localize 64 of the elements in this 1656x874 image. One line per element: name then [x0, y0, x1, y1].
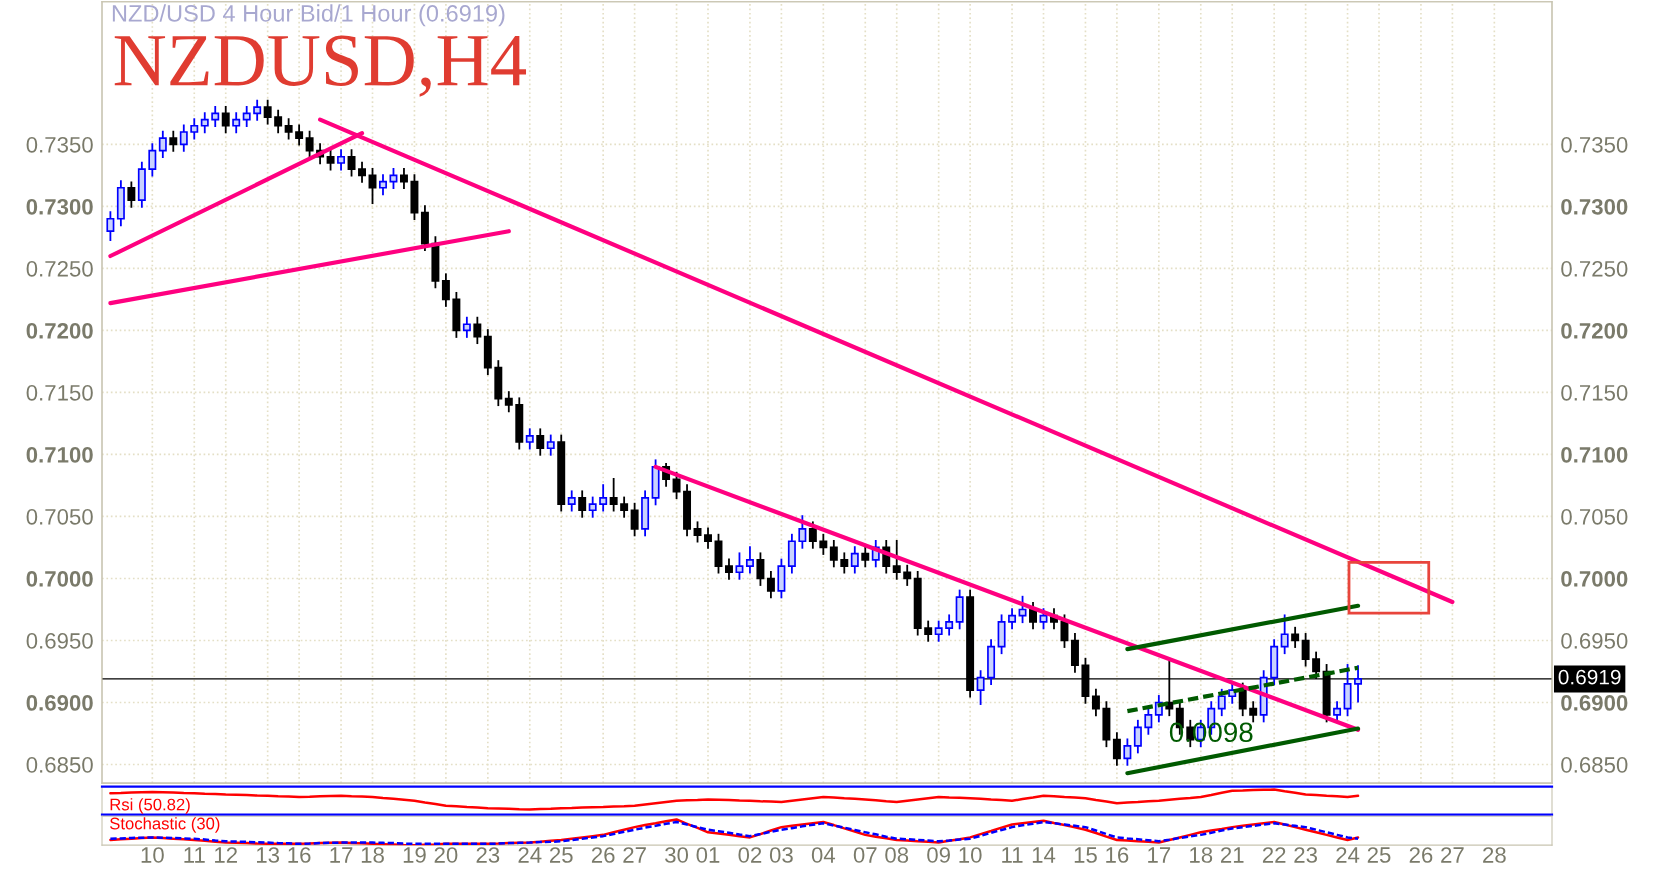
x-tick-label: 11: [184, 847, 205, 863]
y-tick-label: 0.7250: [26, 260, 93, 277]
x-tick-label: 03: [769, 847, 793, 863]
x-tick-label: 25: [1367, 847, 1391, 863]
x-tick-label: 10: [959, 847, 982, 863]
x-tick-label: 28: [1483, 847, 1506, 863]
y2-tick-label: 0.6950: [1561, 633, 1628, 649]
x-tick-label: 14: [1032, 847, 1056, 863]
chart-subtitle: NZD/USD 4 Hour Bid/1 Hour (0.6919): [112, 4, 505, 27]
y2-tick-label: 0.7050: [1561, 508, 1628, 525]
x-tick-label: 18: [1190, 847, 1213, 863]
x-tick-label: 09: [927, 847, 950, 863]
x-tick-label: 10: [141, 847, 164, 863]
y-tick-label: 0.7150: [26, 384, 93, 401]
x-tick-label: 30: [665, 847, 689, 863]
chart-title: Rsi (50.82): [110, 798, 190, 814]
y-tick-label: 0.7200: [26, 322, 93, 339]
x-tick-label: 24: [1336, 847, 1360, 863]
x-tick-label: 19: [403, 847, 426, 863]
x-tick-label: 27: [1441, 847, 1464, 863]
y2-tick-label: 0.7350: [1561, 136, 1628, 153]
x-tick-label: 17: [330, 847, 353, 863]
x-tick-label: 07: [853, 847, 877, 863]
x-tick-label: 04: [811, 847, 836, 863]
x-tick-label: 24: [518, 847, 542, 863]
y2-tick-label: 0.7200: [1561, 322, 1628, 339]
y2-tick-label: 0.6900: [1561, 695, 1628, 711]
ref-line-label: 0.6919: [1558, 669, 1621, 685]
x-tick-label: 16: [1106, 847, 1129, 863]
x-tick-label: 23: [476, 847, 500, 863]
y-tick-label: 0.7300: [26, 198, 93, 215]
y2-tick-label: 0.7300: [1561, 198, 1628, 215]
x-tick-label: 26: [1409, 847, 1433, 863]
y-tick-label: 0.7100: [26, 446, 93, 463]
x-tick-label: 11: [1002, 847, 1023, 863]
x-tick-label: 22: [1262, 847, 1286, 863]
x-tick-label: 25: [549, 847, 573, 863]
x-tick-label: 20: [434, 847, 458, 863]
chart-title: NZDUSD,H4: [114, 35, 527, 97]
y2-tick-label: 0.7100: [1561, 446, 1628, 463]
x-tick-label: 17: [1148, 847, 1171, 863]
y2-tick-label: 0.7000: [1561, 571, 1628, 587]
x-tick-label: 16: [288, 847, 311, 863]
x-tick-label: 18: [361, 847, 384, 863]
x-tick-label: 15: [1074, 847, 1097, 863]
x-tick-label: 02: [738, 847, 762, 863]
x-tick-label: 13: [257, 847, 280, 863]
y-tick-label: 0.7350: [26, 136, 93, 153]
y2-tick-label: 0.7150: [1561, 384, 1628, 401]
x-tick-label: 01: [696, 847, 720, 863]
y-tick-label: 0.6850: [26, 757, 93, 773]
y-tick-label: 0.6900: [26, 695, 93, 711]
y-tick-label: 0.7050: [26, 508, 93, 525]
chart-title: Stochastic (30): [110, 817, 220, 833]
x-tick-label: 08: [885, 847, 909, 863]
x-tick-label: 27: [623, 847, 646, 863]
y2-tick-label: 0.6850: [1561, 757, 1628, 773]
x-tick-label: 12: [215, 847, 237, 863]
x-tick-label: 23: [1294, 847, 1317, 863]
x-tick-label: 21: [1220, 847, 1244, 863]
y-tick-label: 0.7000: [26, 571, 93, 587]
y2-tick-label: 0.7250: [1561, 260, 1628, 277]
x-tick-label: 26: [591, 847, 615, 863]
y-tick-label: 0.6950: [26, 633, 93, 649]
